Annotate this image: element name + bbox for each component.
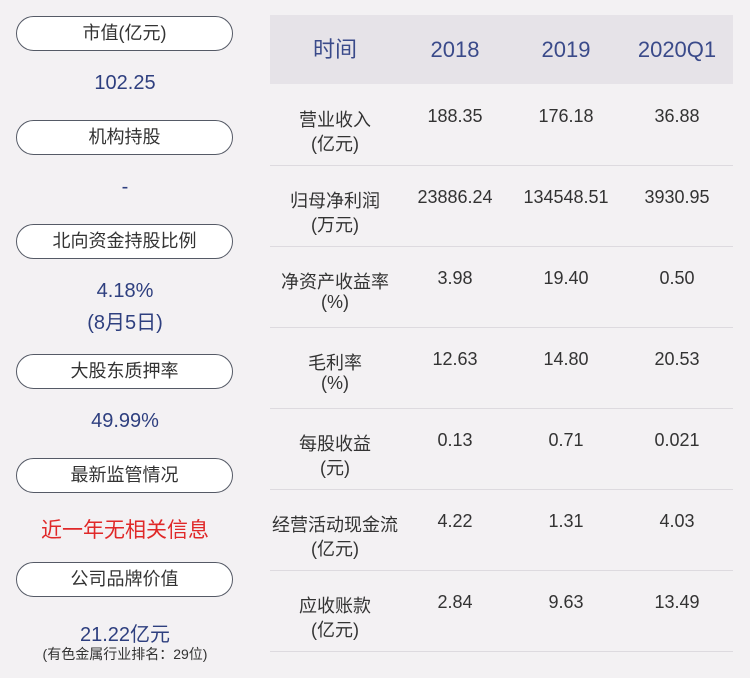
metric-value: 21.22亿元 [79,624,171,646]
row-name: 每股收益 [299,434,371,454]
header-cell: 时间 [312,37,357,62]
metric-label: 大股东质押率 [16,354,233,389]
row-value: 3.98 [437,268,473,288]
metric-label: 北向资金持股比例 [16,224,233,259]
row-separator [270,408,733,409]
row-value: 20.53 [654,349,700,369]
row-value: 1.31 [548,511,584,531]
row-unit: (%) [321,292,349,312]
row-name: 归母净利润 [290,191,380,211]
table-header [270,15,733,84]
row-value: 134548.51 [523,187,609,207]
header-cell: 2018 [430,37,480,62]
row-unit: (亿元) [311,134,359,154]
row-value: 176.18 [538,106,594,126]
row-unit: (%) [321,373,349,393]
row-separator [270,651,733,652]
row-value: 12.63 [432,349,478,369]
metric-value: - [121,176,129,198]
metric-note: (有色金属行业排名：29位) [42,646,208,662]
row-unit: (万元) [311,215,359,235]
row-separator [270,489,733,490]
row-value: 4.03 [659,511,695,531]
metric-label: 公司品牌价值 [16,562,233,597]
row-value: 2.84 [437,592,473,612]
row-separator [270,246,733,247]
row-name: 应收账款 [299,596,371,616]
header-cell: 2019 [541,37,591,62]
metric-label: 市值(亿元) [16,16,233,51]
metric-value: 49.99% [91,410,159,432]
row-name: 营业收入 [299,110,371,130]
row-value: 0.021 [654,430,700,450]
row-value: 19.40 [543,268,589,288]
row-separator [270,165,733,166]
metric-note: (8月5日) [87,312,163,334]
row-value: 36.88 [654,106,700,126]
row-unit: (元) [320,458,350,478]
row-name: 经营活动现金流 [272,515,398,535]
row-value: 13.49 [654,592,700,612]
metric-value: 102.25 [94,72,156,94]
row-value: 3930.95 [644,187,710,207]
metric-label: 机构持股 [16,120,233,155]
row-value: 188.35 [427,106,483,126]
row-value: 0.71 [548,430,584,450]
row-value: 0.13 [437,430,473,450]
row-name: 净资产收益率 [281,272,389,292]
row-value: 4.22 [437,511,473,531]
metric-value: 4.18% [96,280,154,302]
metric-label: 最新监管情况 [16,458,233,493]
row-unit: (亿元) [311,620,359,640]
row-value: 0.50 [659,268,695,288]
metric-value: 近一年无相关信息 [41,519,209,542]
row-name: 毛利率 [308,353,362,373]
row-value: 23886.24 [417,187,493,207]
row-separator [270,327,733,328]
row-value: 9.63 [548,592,584,612]
row-value: 14.80 [543,349,589,369]
row-separator [270,570,733,571]
header-cell: 2020Q1 [637,37,717,62]
row-unit: (亿元) [311,539,359,559]
